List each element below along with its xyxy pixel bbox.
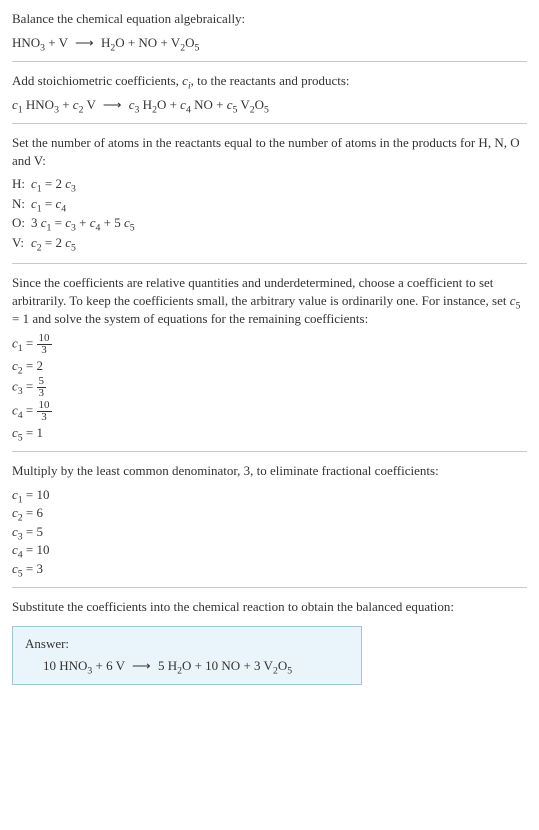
substitute-intro: Substitute the coefficients into the che… <box>12 598 527 616</box>
answer-label: Answer: <box>25 635 349 653</box>
arrow-icon: ⟶ <box>128 657 155 675</box>
den: 3 <box>37 388 47 399</box>
t: V <box>237 97 249 112</box>
eq-cell: 3 c1 = c3 + c4 + 5 c5 <box>31 214 141 234</box>
eq-cell: c1 = 2 c3 <box>31 175 141 195</box>
t: HNO <box>12 35 40 50</box>
balanced-equation: 10 HNO3 + 6 V ⟶ 5 H2O + 10 NO + 3 V2O5 <box>25 657 349 675</box>
t: O + NO + V <box>115 35 180 50</box>
coef-line: c3 = 5 <box>12 523 527 541</box>
t: = 6 <box>23 505 43 520</box>
fraction: 103 <box>37 400 52 423</box>
t: = 3 <box>23 561 43 576</box>
t: = <box>23 378 37 393</box>
den: 3 <box>37 345 52 356</box>
t: = 5 <box>23 524 43 539</box>
t: Add stoichiometric coefficients, <box>12 73 182 88</box>
t: + 5 <box>100 215 124 230</box>
table-row: O: 3 c1 = c3 + c4 + 5 c5 <box>12 214 141 234</box>
t: = 10 <box>23 542 50 557</box>
arrow-icon: ⟶ <box>71 34 98 52</box>
answer-box: Answer: 10 HNO3 + 6 V ⟶ 5 H2O + 10 NO + … <box>12 626 362 685</box>
table-row: N: c1 = c4 <box>12 195 141 215</box>
s: 5 <box>71 243 76 254</box>
coef-line: c5 = 1 <box>12 424 527 442</box>
multiply-intro: Multiply by the least common denominator… <box>12 462 527 480</box>
atoms-intro: Set the number of atoms in the reactants… <box>12 134 527 169</box>
divider <box>12 587 527 588</box>
t: O <box>255 97 264 112</box>
fraction: 103 <box>37 333 52 356</box>
eq-cell: c2 = 2 c5 <box>31 234 141 254</box>
s: 5 <box>287 665 292 676</box>
t: = 2 <box>42 176 66 191</box>
t: 10 HNO <box>43 658 87 673</box>
t: NO + <box>191 97 227 112</box>
table-row: V: c2 = 2 c5 <box>12 234 141 254</box>
s: 5 <box>264 104 269 115</box>
t: + <box>59 97 73 112</box>
t: and solve the system of equations for th… <box>29 311 368 326</box>
t: 5 H <box>155 658 177 673</box>
element-cell: V: <box>12 234 31 254</box>
num: 5 <box>37 376 47 388</box>
eq-cell: c1 = c4 <box>31 195 141 215</box>
text: Balance the chemical equation algebraica… <box>12 11 245 26</box>
t: , to the reactants and products: <box>191 73 350 88</box>
s: 5 <box>130 223 135 234</box>
t: V <box>83 97 98 112</box>
num: 10 <box>37 400 52 412</box>
t: O + <box>157 97 180 112</box>
t: = <box>23 402 37 417</box>
element-cell: N: <box>12 195 31 215</box>
stoich-equation: c1 HNO3 + c2 V ⟶ c3 H2O + c4 NO + c5 V2O… <box>12 96 527 114</box>
divider <box>12 123 527 124</box>
unbalanced-equation: HNO3 + V ⟶ H2O + NO + V2O5 <box>12 34 527 52</box>
coef-line: c4 = 103 <box>12 400 527 423</box>
table-row: H: c1 = 2 c3 <box>12 175 141 195</box>
coef-line: c2 = 2 <box>12 357 527 375</box>
solve-intro: Since the coefficients are relative quan… <box>12 274 527 327</box>
stoich-text: Add stoichiometric coefficients, ci, to … <box>12 72 527 90</box>
t: + V <box>45 35 71 50</box>
t: 3 <box>31 215 41 230</box>
t: = 1 <box>23 425 43 440</box>
divider <box>12 61 527 62</box>
element-cell: O: <box>12 214 31 234</box>
t: + <box>76 215 90 230</box>
sub: 5 <box>194 42 199 53</box>
fraction: 53 <box>37 376 47 399</box>
s: 4 <box>61 203 66 214</box>
t: O + 10 NO + 3 V <box>182 658 273 673</box>
t: = 1 <box>12 311 29 326</box>
s: 3 <box>71 184 76 195</box>
coef-line: c2 = 6 <box>12 504 527 522</box>
t: = <box>51 215 65 230</box>
den: 3 <box>37 412 52 423</box>
t: = <box>42 196 56 211</box>
atom-balance-table: H: c1 = 2 c3 N: c1 = c4 O: 3 c1 = c3 + c… <box>12 175 141 253</box>
divider <box>12 451 527 452</box>
s: 5 <box>516 301 521 312</box>
t: Since the coefficients are relative quan… <box>12 275 510 308</box>
coef-line: c1 = 10 <box>12 486 527 504</box>
coef-line: c3 = 53 <box>12 376 527 399</box>
t: = 10 <box>23 487 50 502</box>
element-cell: H: <box>12 175 31 195</box>
coef-line: c4 = 10 <box>12 541 527 559</box>
coef-line: c5 = 3 <box>12 560 527 578</box>
t: = <box>23 336 37 351</box>
t: + 6 V <box>92 658 128 673</box>
t: H <box>139 97 152 112</box>
t: H <box>98 35 111 50</box>
intro-line: Balance the chemical equation algebraica… <box>12 10 527 28</box>
t: HNO <box>23 97 54 112</box>
t: = 2 <box>23 358 43 373</box>
t: = 2 <box>42 235 66 250</box>
divider <box>12 263 527 264</box>
t: O <box>278 658 287 673</box>
coef-line: c1 = 103 <box>12 333 527 356</box>
arrow-icon: ⟶ <box>99 96 126 114</box>
